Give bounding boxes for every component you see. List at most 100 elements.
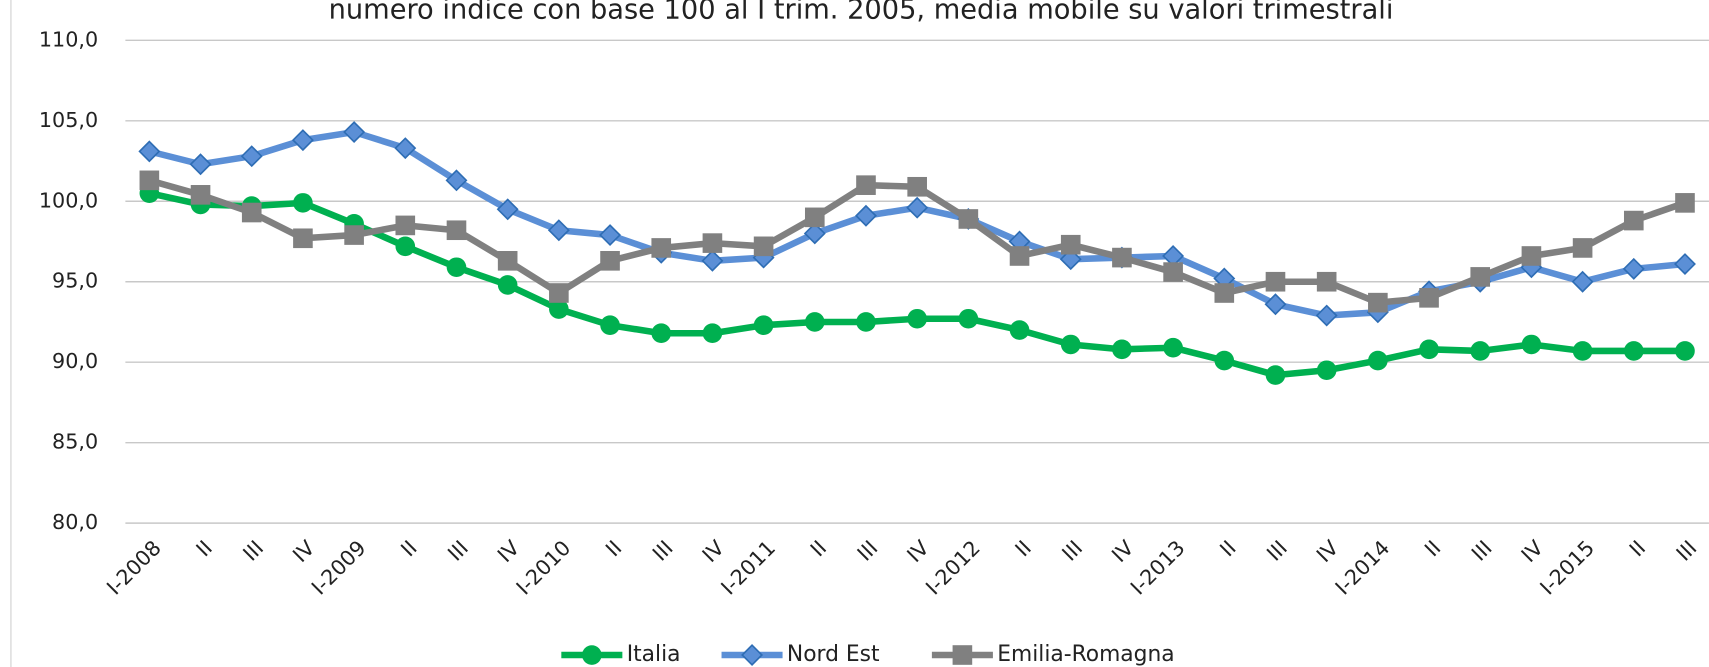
point-marker	[1315, 304, 1338, 327]
y-tick-label: 110,0	[39, 27, 98, 51]
x-tick-label: III	[443, 536, 473, 566]
y-tick-label: 105,0	[39, 108, 98, 132]
point-marker	[343, 121, 366, 144]
point-marker	[600, 315, 620, 335]
point-marker	[1009, 320, 1030, 340]
point-marker	[1675, 193, 1695, 213]
x-tick-label: IV	[1312, 536, 1343, 567]
point-marker	[190, 185, 211, 205]
point-marker	[1571, 270, 1594, 293]
x-tick-label: III	[1672, 536, 1702, 566]
point-marker	[1470, 341, 1491, 361]
point-marker	[1368, 292, 1388, 313]
point-marker	[1316, 360, 1337, 381]
point-marker	[291, 129, 314, 152]
point-marker	[1316, 271, 1337, 292]
point-marker	[855, 204, 877, 227]
point-marker	[1163, 337, 1183, 358]
point-marker	[803, 222, 826, 245]
x-tick-label: I-2011	[716, 536, 780, 600]
point-marker	[1163, 262, 1183, 282]
point-marker	[856, 175, 876, 195]
point-marker	[651, 323, 672, 344]
chart-frame	[10, 0, 12, 667]
point-marker	[1419, 339, 1439, 360]
x-tick-label: I-2008	[102, 536, 166, 600]
point-marker	[1419, 288, 1439, 308]
point-marker	[1214, 350, 1235, 371]
x-tick-label: II	[1625, 536, 1651, 562]
legend-label: Italia	[627, 642, 681, 667]
x-tick-label: IV	[493, 536, 524, 567]
point-marker	[651, 238, 672, 258]
x-tick-label: I-2009	[307, 536, 371, 600]
point-marker	[701, 249, 724, 272]
point-marker	[1521, 334, 1542, 355]
legend-label: Nord Est	[787, 642, 880, 667]
point-marker	[600, 251, 620, 271]
x-tick-label: III	[648, 536, 678, 566]
x-tick-label: I-2014	[1331, 536, 1395, 600]
point-marker	[1265, 271, 1286, 292]
y-tick-label: 90,0	[52, 349, 98, 373]
point-marker	[497, 275, 518, 295]
x-tick-label: I-2010	[512, 536, 576, 600]
point-marker	[394, 137, 417, 160]
x-tick-label: IV	[1517, 536, 1548, 567]
point-marker	[1009, 246, 1030, 266]
legend-marker	[952, 645, 973, 665]
point-marker	[1060, 334, 1081, 355]
x-tick-label: III	[1467, 536, 1497, 566]
point-marker	[804, 207, 825, 228]
x-tick-label: I-2013	[1126, 536, 1190, 600]
point-marker	[446, 220, 467, 241]
point-marker	[293, 193, 313, 213]
point-marker	[1112, 247, 1132, 268]
y-tick-label: 100,0	[39, 188, 98, 212]
legend-marker	[741, 644, 764, 666]
point-marker	[753, 236, 774, 257]
x-tick-label: II	[1420, 536, 1446, 562]
x-tick-label: II	[191, 536, 217, 562]
point-marker	[1521, 246, 1542, 266]
point-marker	[958, 308, 979, 329]
point-marker	[753, 315, 774, 335]
x-tick-label: III	[1262, 536, 1292, 566]
point-marker	[599, 224, 622, 247]
chart-title: numero indice con base 100 al I trim. 20…	[329, 0, 1394, 25]
x-tick-label: II	[396, 536, 422, 562]
point-marker	[547, 219, 570, 242]
point-marker	[1675, 341, 1695, 361]
x-tick-label: III	[853, 536, 883, 566]
point-marker	[1470, 267, 1491, 287]
point-marker	[549, 299, 569, 319]
point-marker	[856, 312, 876, 332]
point-marker	[907, 308, 927, 329]
x-tick-label: II	[1215, 536, 1241, 562]
point-marker	[1060, 234, 1081, 255]
point-marker	[497, 251, 518, 271]
x-tick-label: IV	[698, 536, 729, 567]
x-tick-label: I-2015	[1535, 536, 1599, 600]
point-marker	[293, 228, 313, 249]
point-marker	[958, 209, 979, 229]
legend-marker	[582, 645, 602, 665]
point-marker	[1622, 257, 1645, 280]
point-marker	[445, 169, 468, 192]
y-tick-label: 85,0	[52, 430, 98, 454]
point-marker	[804, 312, 825, 332]
point-marker	[702, 233, 723, 253]
point-marker	[1368, 350, 1388, 371]
point-marker	[702, 323, 723, 344]
x-tick-label: II	[1010, 536, 1036, 562]
point-marker	[395, 236, 416, 257]
y-tick-label: 80,0	[52, 510, 98, 534]
x-tick-label: IV	[1107, 536, 1138, 567]
point-marker	[1264, 293, 1287, 316]
point-marker	[241, 202, 262, 223]
x-tick-label: III	[238, 536, 268, 566]
point-marker	[1265, 365, 1286, 385]
point-marker	[189, 153, 212, 176]
y-tick-label: 95,0	[52, 269, 98, 293]
